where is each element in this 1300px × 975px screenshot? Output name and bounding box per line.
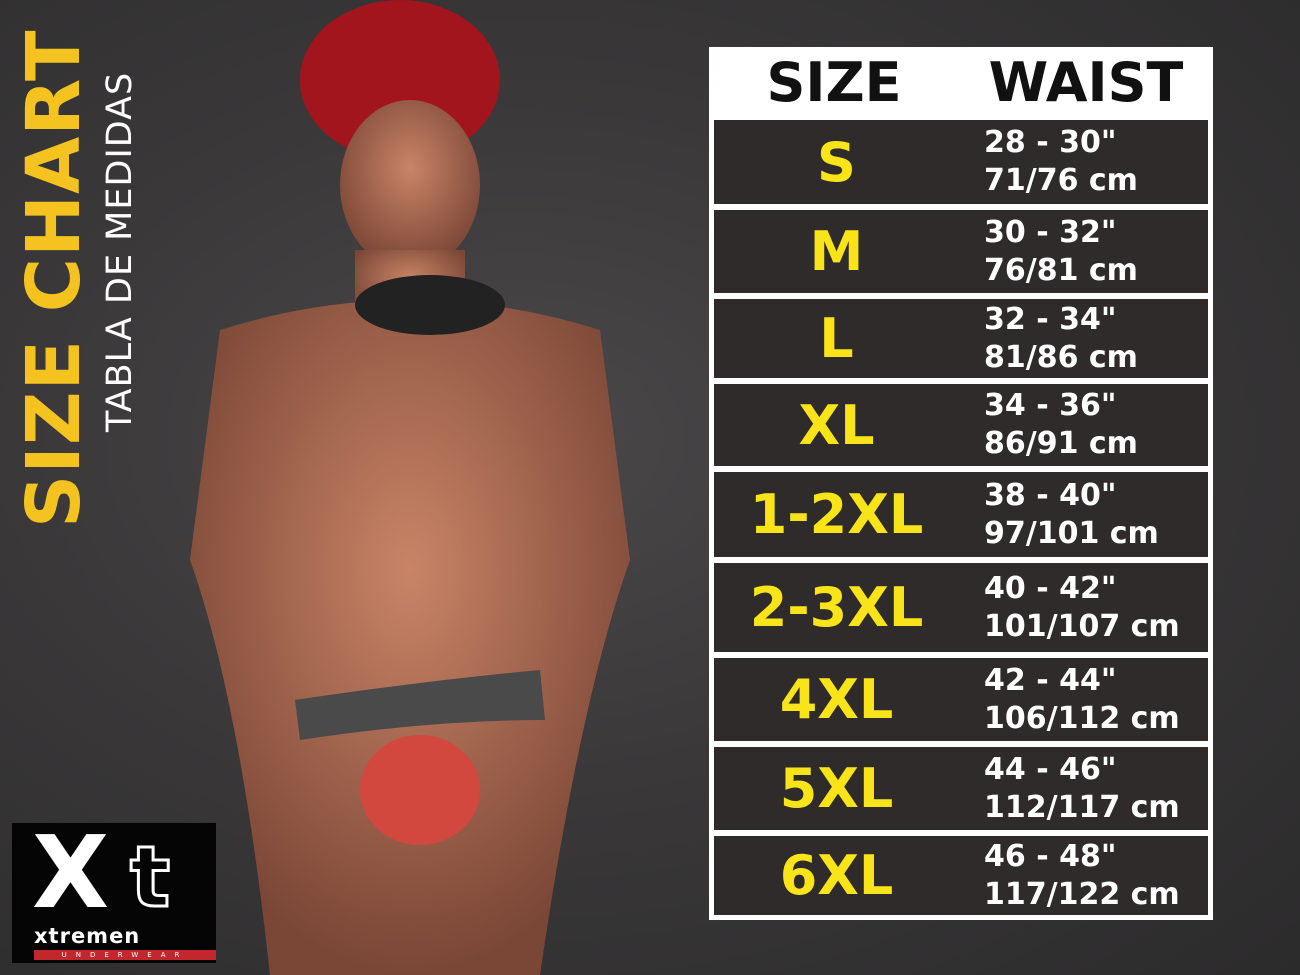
table-row: M 30 - 32" 76/81 cm — [714, 210, 1208, 293]
table-header: SIZE WAIST — [709, 47, 1213, 117]
waist-inches: 44 - 46" — [984, 751, 1117, 787]
waist-measure: 40 - 42" 101/107 cm — [959, 570, 1180, 646]
logo-t: t — [128, 828, 171, 926]
table-row: 1-2XL 38 - 40" 97/101 cm — [714, 472, 1208, 557]
size-chart-title: SIZE CHART — [11, 29, 97, 528]
size-chart-subtitle: TABLA DE MEDIDAS — [100, 71, 140, 432]
size-label: L — [819, 307, 854, 370]
waist-cm: 106/112 cm — [984, 700, 1180, 736]
waist-measure: 34 - 36" 86/91 cm — [959, 387, 1138, 463]
table-row: XL 34 - 36" 86/91 cm — [714, 384, 1208, 466]
waist-inches: 38 - 40" — [984, 477, 1117, 513]
size-label: 6XL — [779, 844, 894, 907]
table-row: 6XL 46 - 48" 117/122 cm — [714, 836, 1208, 915]
waist-cm: 101/107 cm — [984, 608, 1180, 644]
waist-inches: 42 - 44" — [984, 662, 1117, 698]
waist-cm: 97/101 cm — [984, 515, 1159, 551]
waist-measure: 42 - 44" 106/112 cm — [959, 662, 1180, 738]
size-table: SIZE WAIST S 28 - 30" 71/76 cm M 30 - 32" 76/… — [709, 47, 1213, 920]
header-size: SIZE — [766, 50, 902, 114]
size-label: 1-2XL — [749, 483, 924, 546]
xtremen-logo: X t xtremen UNDERWEAR — [12, 823, 216, 963]
logo-x: X — [32, 823, 110, 931]
waist-cm: 76/81 cm — [984, 252, 1138, 288]
logo-tagline: UNDERWEAR — [34, 950, 216, 960]
waist-cm: 112/117 cm — [984, 789, 1180, 825]
size-label: S — [817, 130, 856, 194]
size-label: M — [809, 220, 864, 283]
waist-inches: 32 - 34" — [984, 301, 1117, 337]
table-row: 4XL 42 - 44" 106/112 cm — [714, 658, 1208, 741]
waist-measure: 46 - 48" 117/122 cm — [959, 838, 1180, 914]
waist-inches: 34 - 36" — [984, 388, 1117, 423]
logo-brand: xtremen — [34, 924, 141, 948]
model-photo — [190, 0, 630, 975]
table-row: 2-3XL 40 - 42" 101/107 cm — [714, 563, 1208, 652]
table-row: L 32 - 34" 81/86 cm — [714, 299, 1208, 378]
waist-inches: 30 - 32" — [984, 214, 1117, 250]
table-row: S 28 - 30" 71/76 cm — [714, 120, 1208, 204]
header-waist: WAIST — [988, 50, 1184, 114]
waist-inches: 46 - 48" — [984, 838, 1117, 874]
waist-measure: 28 - 30" 71/76 cm — [959, 124, 1138, 200]
waist-measure: 44 - 46" 112/117 cm — [959, 751, 1180, 827]
waist-inches: 28 - 30" — [984, 125, 1117, 160]
waist-measure: 38 - 40" 97/101 cm — [959, 477, 1159, 553]
waist-measure: 32 - 34" 81/86 cm — [959, 301, 1138, 377]
waist-inches: 40 - 42" — [984, 570, 1117, 606]
size-label: 4XL — [779, 668, 894, 731]
waist-cm: 86/91 cm — [984, 426, 1138, 461]
table-row: 5XL 44 - 46" 112/117 cm — [714, 747, 1208, 830]
waist-cm: 117/122 cm — [984, 876, 1180, 912]
size-label: 5XL — [779, 757, 894, 820]
size-label: XL — [798, 393, 875, 457]
waist-cm: 81/86 cm — [984, 339, 1138, 375]
waist-measure: 30 - 32" 76/81 cm — [959, 214, 1138, 290]
size-label: 2-3XL — [749, 576, 924, 639]
waist-cm: 71/76 cm — [984, 163, 1138, 198]
